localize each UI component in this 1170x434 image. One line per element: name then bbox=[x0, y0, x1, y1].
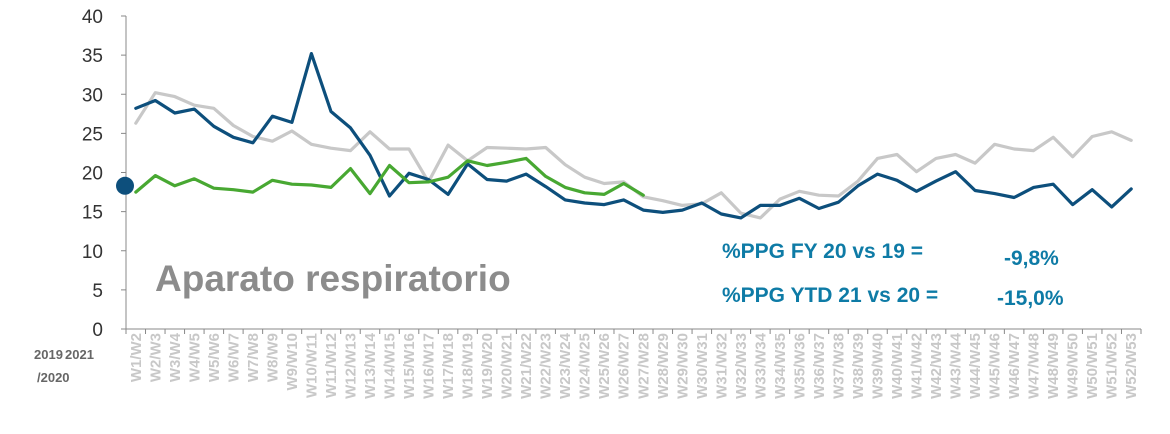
y-tick-label: 5 bbox=[92, 281, 103, 302]
x-tick-label: W36/W37 bbox=[811, 333, 828, 399]
x-tick-label: W43/W44 bbox=[948, 332, 965, 399]
x-tick-label: W4/W5 bbox=[186, 333, 203, 382]
x-tick-label: W51/W52 bbox=[1104, 333, 1121, 399]
x-tick-label: W49/W50 bbox=[1065, 333, 1082, 399]
x-tick-label: W24/W25 bbox=[577, 333, 594, 399]
legend-label-2021: 2021 bbox=[65, 347, 94, 362]
x-tick-label: W23/W24 bbox=[557, 332, 574, 399]
x-tick-label: W19/W20 bbox=[479, 333, 496, 399]
x-tick-label: W39/W40 bbox=[869, 333, 886, 399]
kpi-ytd-value: -15,0% bbox=[997, 287, 1064, 310]
x-tick-label: W13/W14 bbox=[362, 332, 379, 399]
x-tick-label: W5/W6 bbox=[206, 333, 223, 382]
kpi-fy-value: -9,8% bbox=[1004, 247, 1059, 270]
x-tick-label: W35/W36 bbox=[791, 333, 808, 399]
x-axis: W1/W2 W2/W3 W3/W4 W4/W5 W5/W6 W6/W7 W7/W8 W8/W9… bbox=[125, 328, 1142, 399]
series-line-2020 bbox=[134, 51, 1133, 220]
series-line-2019 bbox=[134, 91, 1133, 220]
x-tick-label: W10/W11 bbox=[303, 333, 320, 398]
x-tick-label: W34/W35 bbox=[772, 333, 789, 399]
y-tick-label: 40 bbox=[82, 7, 103, 28]
x-tick-label: W16/W17 bbox=[421, 333, 438, 399]
x-tick-label: W42/W43 bbox=[928, 333, 945, 399]
x-tick-label: W6/W7 bbox=[225, 333, 242, 382]
x-tick-label: W3/W4 bbox=[167, 332, 184, 382]
x-tick-label: W25/W26 bbox=[596, 333, 613, 399]
x-tick-label: W8/W9 bbox=[264, 333, 281, 382]
x-tick-label: W15/W16 bbox=[401, 333, 418, 399]
x-tick-label: W26/W27 bbox=[616, 333, 633, 399]
x-tick-label: W41/W42 bbox=[909, 333, 926, 399]
y-tick-label: 20 bbox=[82, 164, 103, 185]
x-tick-label: W29/W30 bbox=[674, 333, 691, 399]
y-tick-label: 30 bbox=[82, 85, 103, 106]
x-tick-label: W38/W39 bbox=[850, 333, 867, 399]
kpi-fy-label: %PPG FY 20 vs 19 = bbox=[722, 240, 923, 263]
kpi-ytd-label: %PPG YTD 21 vs 20 = bbox=[722, 284, 938, 307]
x-tick-label: W20/W21 bbox=[499, 333, 516, 399]
chart-title: Aparato respiratorio bbox=[155, 258, 511, 299]
x-tick-label: W45/W46 bbox=[987, 333, 1004, 399]
x-tick-label: W27/W28 bbox=[635, 333, 652, 399]
x-tick-label: W28/W29 bbox=[655, 333, 672, 399]
x-tick-label: W44/W45 bbox=[967, 333, 984, 399]
y-tick-label: 0 bbox=[92, 320, 103, 341]
x-tick-label: W32/W33 bbox=[733, 333, 750, 399]
legend-label-2019: 2019 bbox=[34, 347, 63, 362]
x-tick-label: W40/W41 bbox=[889, 333, 906, 399]
x-tick-label: W2/W3 bbox=[147, 333, 164, 382]
y-tick-label: 10 bbox=[82, 242, 103, 263]
series-layer bbox=[134, 51, 1133, 220]
x-tick-label: W30/W31 bbox=[694, 333, 711, 399]
x-tick-label: W12/W13 bbox=[342, 333, 359, 399]
x-tick-label: W37/W38 bbox=[830, 333, 847, 399]
x-tick-label: W11/W12 bbox=[323, 333, 340, 398]
current-value-marker bbox=[116, 176, 134, 195]
x-tick-label: W9/W10 bbox=[284, 333, 301, 391]
x-tick-label: W22/W23 bbox=[538, 333, 555, 399]
x-tick-label: W31/W32 bbox=[713, 333, 730, 399]
y-tick-label: 35 bbox=[82, 46, 103, 67]
legend-label-2020: /2020 bbox=[37, 370, 70, 385]
x-tick-label: W7/W8 bbox=[245, 333, 262, 382]
x-tick-label: W52/W53 bbox=[1123, 333, 1140, 399]
x-tick-label: W46/W47 bbox=[1006, 333, 1023, 399]
x-tick-label: W1/W2 bbox=[128, 333, 145, 382]
x-tick-label: W47/W48 bbox=[1026, 333, 1043, 399]
x-tick-label: W18/W19 bbox=[460, 333, 477, 399]
x-tick-label: W48/W49 bbox=[1045, 333, 1062, 399]
y-axis: 0 5 10 15 20 25 30 35 40 bbox=[82, 7, 127, 341]
series-line-2021 bbox=[134, 156, 645, 197]
x-tick-label: W14/W15 bbox=[382, 333, 399, 399]
y-tick-label: 25 bbox=[82, 124, 103, 145]
x-tick-label: W33/W34 bbox=[752, 332, 769, 399]
x-tick-label: W21/W22 bbox=[518, 333, 535, 399]
x-tick-label: W17/W18 bbox=[440, 333, 457, 399]
x-tick-label: W50/W51 bbox=[1084, 333, 1101, 399]
y-tick-label: 15 bbox=[82, 203, 103, 224]
